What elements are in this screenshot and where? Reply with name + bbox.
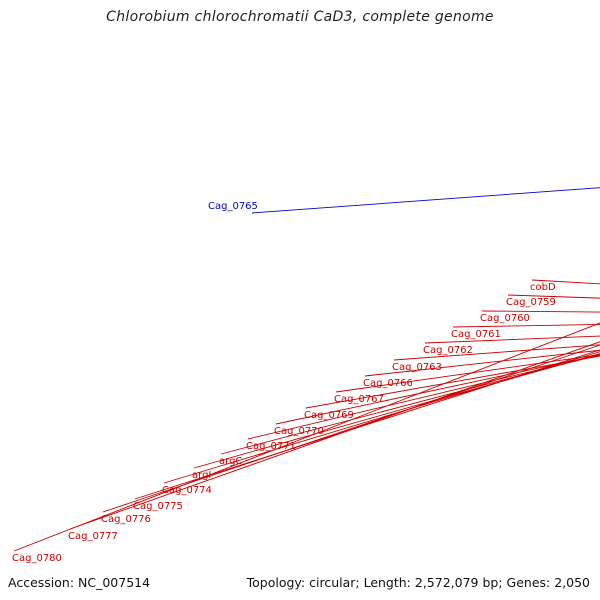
label-leader: [251, 187, 600, 214]
gene-label[interactable]: Cag_0777: [68, 531, 118, 542]
gene-label[interactable]: Cag_0770: [274, 426, 324, 437]
gene-label[interactable]: Cag_0760: [480, 313, 530, 324]
label-leader: [102, 344, 600, 513]
gene-label[interactable]: Cag_0759: [506, 297, 556, 308]
label-leader: [364, 349, 600, 377]
gene-label[interactable]: cobD: [530, 282, 556, 293]
label-leader: [193, 353, 600, 469]
accession-text: Accession: NC_007514: [8, 575, 151, 590]
gene-label[interactable]: Cag_0762: [423, 345, 473, 356]
gene-label[interactable]: Cag_0767: [334, 394, 384, 405]
label-leader: [163, 351, 600, 484]
label-leader: [247, 354, 600, 440]
label-leader: [134, 349, 600, 500]
gene-label[interactable]: Cag_0774: [162, 485, 212, 496]
label-leader: [335, 354, 600, 393]
genome-info-text: Topology: circular; Length: 2,572,079 bp…: [246, 575, 590, 590]
label-layer: Cag_0765 cobD Cag_0759 Cag_0760 Cag_0761 Cag_…: [12, 201, 556, 564]
label-leader: [220, 354, 600, 455]
gene-label[interactable]: argC: [219, 456, 242, 467]
gene-label[interactable]: Cag_0761: [451, 329, 501, 340]
gene-label[interactable]: Cag_0780: [12, 553, 62, 564]
gene-label[interactable]: Cag_0765: [208, 201, 258, 212]
gene-label[interactable]: argI: [192, 470, 211, 481]
label-leader: [305, 355, 600, 409]
map-title: Chlorobium chlorochromatii CaD3, complet…: [106, 9, 494, 25]
gene-label[interactable]: Cag_0766: [363, 378, 413, 389]
label-leader: [275, 354, 600, 425]
gene-label[interactable]: Cag_0769: [304, 410, 354, 421]
gene-label[interactable]: Cag_0763: [392, 362, 442, 373]
leader-lines: [13, 187, 600, 552]
label-leader: [69, 341, 600, 530]
label-leader: [13, 322, 600, 552]
gene-label[interactable]: Cag_0775: [133, 501, 183, 512]
gene-label[interactable]: Cag_0776: [101, 514, 151, 525]
gene-label[interactable]: Cag_0771: [246, 441, 296, 452]
